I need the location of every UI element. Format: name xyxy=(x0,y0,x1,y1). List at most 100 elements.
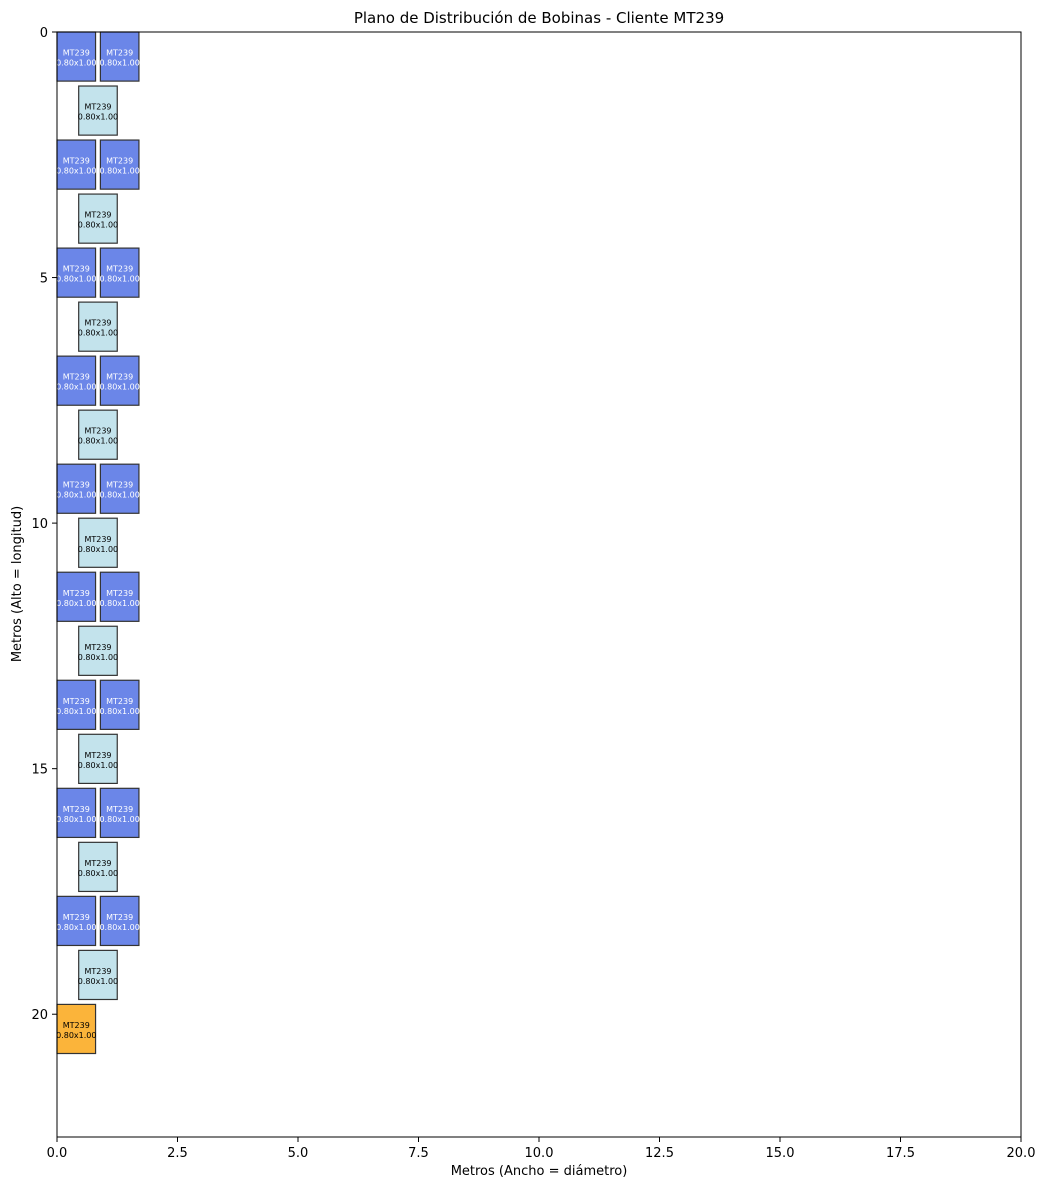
coil-rect xyxy=(99,571,140,622)
coil-size-label: 0.80x1.00 xyxy=(56,167,96,176)
coil-rect xyxy=(99,787,140,839)
x-tick-label: 5.0 xyxy=(288,1146,309,1161)
x-tick-label: 15.0 xyxy=(766,1146,795,1161)
coil-size-label: 0.80x1.00 xyxy=(56,1031,96,1040)
coil-size-label: 0.80x1.00 xyxy=(99,815,139,824)
coil-size-label: 0.80x1.00 xyxy=(56,923,96,932)
coil-rect xyxy=(78,733,118,784)
y-tick-label: 15 xyxy=(31,763,48,778)
coil-client-label: MT239 xyxy=(63,49,90,58)
coil-size-label: 0.80x1.00 xyxy=(56,599,96,608)
x-tick-label: 2.5 xyxy=(167,1146,188,1161)
coil-rect xyxy=(78,193,118,244)
coil-size-label: 0.80x1.00 xyxy=(78,437,118,446)
coil-client-label: MT239 xyxy=(84,427,111,436)
coil-size-label: 0.80x1.00 xyxy=(56,491,96,500)
y-tick-label: 10 xyxy=(31,517,48,532)
coil-client-label: MT239 xyxy=(63,805,90,814)
coil-size-label: 0.80x1.00 xyxy=(99,707,139,716)
x-tick-label: 20.0 xyxy=(1007,1146,1036,1161)
coil-size-label: 0.80x1.00 xyxy=(78,221,118,230)
coil-size-label: 0.80x1.00 xyxy=(99,491,139,500)
y-axis-label: Metros (Alto = longitud) xyxy=(10,506,25,662)
x-tick-label: 7.5 xyxy=(408,1146,429,1161)
coil-rect xyxy=(56,1003,97,1055)
coil-rect xyxy=(99,679,140,730)
coil-client-label: MT239 xyxy=(84,967,111,976)
coil-rect xyxy=(56,679,97,730)
coil-client-label: MT239 xyxy=(84,211,111,220)
coil-rect xyxy=(99,31,140,82)
coil-size-label: 0.80x1.00 xyxy=(78,869,118,878)
coil-client-label: MT239 xyxy=(63,913,90,922)
coil-rect xyxy=(78,625,118,676)
coil-rect xyxy=(78,841,118,893)
coil-client-label: MT239 xyxy=(84,319,111,328)
x-tick-label: 12.5 xyxy=(645,1146,674,1161)
x-axis-ticks: 0.0 2.5 5.0 7.5 10.0 12.5 15.0 17.5 20.0 xyxy=(47,1137,1036,1161)
coil-client-label: MT239 xyxy=(84,859,111,868)
coil-client-label: MT239 xyxy=(63,697,90,706)
coil-client-label: MT239 xyxy=(84,535,111,544)
coil-client-label: MT239 xyxy=(63,157,90,166)
y-tick-label: 20 xyxy=(31,1008,48,1023)
coil-size-label: 0.80x1.00 xyxy=(99,167,139,176)
coil-size-label: 0.80x1.00 xyxy=(99,275,139,284)
coil-rect xyxy=(78,409,118,460)
coil-size-label: 0.80x1.00 xyxy=(56,59,96,68)
y-tick-label: 0 xyxy=(40,26,48,41)
coil-size-label: 0.80x1.00 xyxy=(56,815,96,824)
coil-client-label: MT239 xyxy=(106,49,133,58)
coil-rect xyxy=(78,949,118,1001)
coil-client-label: MT239 xyxy=(106,481,133,490)
coil-client-label: MT239 xyxy=(106,157,133,166)
coil-client-label: MT239 xyxy=(84,751,111,760)
coil-client-label: MT239 xyxy=(106,265,133,274)
coil-size-label: 0.80x1.00 xyxy=(56,707,96,716)
coil-size-label: 0.80x1.00 xyxy=(99,923,139,932)
chart-title: Plano de Distribución de Bobinas - Clien… xyxy=(354,9,724,27)
coil-size-label: 0.80x1.00 xyxy=(78,329,118,338)
x-tick-label: 0.0 xyxy=(47,1146,68,1161)
coil-rect xyxy=(99,895,140,947)
coil-rect xyxy=(78,301,118,352)
coil-size-label: 0.80x1.00 xyxy=(99,383,139,392)
coil-client-label: MT239 xyxy=(63,589,90,598)
coil-client-label: MT239 xyxy=(84,103,111,112)
x-tick-label: 17.5 xyxy=(886,1146,915,1161)
coil-size-label: 0.80x1.00 xyxy=(78,653,118,662)
coil-size-label: 0.80x1.00 xyxy=(99,59,139,68)
coil-client-label: MT239 xyxy=(63,481,90,490)
coil-client-label: MT239 xyxy=(84,643,111,652)
coil-client-label: MT239 xyxy=(106,589,133,598)
coil-client-label: MT239 xyxy=(106,913,133,922)
coil-rect xyxy=(56,571,97,622)
coil-size-label: 0.80x1.00 xyxy=(78,113,118,122)
x-tick-label: 10.0 xyxy=(525,1146,554,1161)
